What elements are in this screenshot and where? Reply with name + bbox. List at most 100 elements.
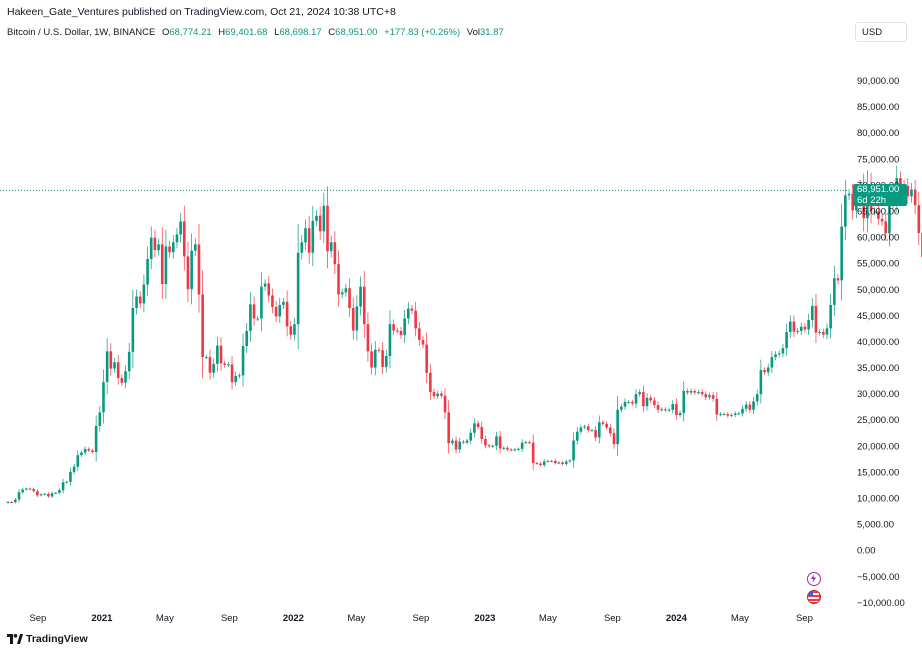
candle-body bbox=[168, 246, 171, 253]
candle bbox=[197, 223, 201, 313]
candle bbox=[542, 459, 546, 468]
candle-body bbox=[105, 351, 109, 383]
candle bbox=[675, 398, 678, 420]
currency-selector[interactable]: USD bbox=[855, 22, 907, 42]
candle bbox=[667, 407, 671, 413]
candle bbox=[755, 389, 759, 406]
candle-body bbox=[847, 193, 851, 196]
x-tick-label: 2024 bbox=[666, 613, 688, 624]
candle-body bbox=[620, 406, 623, 410]
tradingview-brand[interactable]: TradingView bbox=[7, 633, 88, 645]
candle bbox=[620, 403, 623, 413]
candle-body bbox=[304, 228, 307, 243]
candle-body bbox=[384, 356, 388, 368]
candle bbox=[355, 295, 359, 341]
candle-body bbox=[278, 304, 282, 317]
candle bbox=[777, 350, 781, 358]
candle bbox=[337, 250, 340, 307]
candle bbox=[803, 323, 807, 333]
candle bbox=[304, 219, 307, 251]
candle bbox=[61, 478, 65, 494]
candle-body bbox=[484, 439, 487, 446]
candle bbox=[711, 392, 715, 402]
candle bbox=[917, 191, 921, 246]
candle bbox=[579, 424, 583, 435]
ohlc-legend: Bitcoin / U.S. Dollar, 1W, BINANCE O68,7… bbox=[7, 27, 508, 38]
price-axis[interactable]: 90,000.0085,000.0080,000.0075,000.0070,0… bbox=[857, 76, 905, 609]
candle bbox=[583, 424, 586, 430]
candle bbox=[436, 390, 439, 399]
candle bbox=[138, 291, 142, 309]
candle-body bbox=[884, 221, 888, 234]
candle bbox=[32, 487, 36, 493]
candle-body bbox=[87, 448, 91, 451]
candle-body bbox=[880, 218, 884, 222]
candle bbox=[333, 231, 337, 275]
y-tick-label: 50,000.00 bbox=[857, 285, 899, 296]
candle-body bbox=[693, 391, 697, 393]
candle bbox=[39, 493, 43, 497]
candle-body bbox=[557, 462, 561, 464]
candle-body bbox=[454, 440, 458, 450]
candle-body bbox=[403, 318, 406, 336]
y-tick-label: 5,000.00 bbox=[857, 520, 894, 531]
candle-body bbox=[469, 432, 473, 441]
candle bbox=[645, 393, 649, 411]
y-tick-label: 25,000.00 bbox=[857, 415, 899, 426]
candles-layer bbox=[6, 165, 922, 504]
candle-body bbox=[465, 440, 469, 443]
y-tick-label: 85,000.00 bbox=[857, 102, 899, 113]
candle-body bbox=[432, 392, 436, 397]
time-axis[interactable]: Sep 2021 May Sep 2022 May Sep 2023 May Sep 2024 May… bbox=[29, 613, 812, 624]
candle bbox=[612, 428, 616, 449]
candle bbox=[384, 349, 388, 373]
candle-body bbox=[766, 367, 770, 373]
volume-value: 31.87 bbox=[479, 27, 504, 38]
candle-body bbox=[377, 349, 381, 351]
candle-body bbox=[542, 461, 546, 466]
candle-body bbox=[32, 489, 36, 492]
us-flag-icon[interactable] bbox=[807, 590, 821, 604]
candle-body bbox=[410, 308, 414, 311]
candle bbox=[403, 309, 406, 343]
candle bbox=[252, 296, 256, 326]
candle-body bbox=[524, 442, 528, 444]
symbol-label[interactable]: Bitcoin / U.S. Dollar, 1W, BINANCE bbox=[7, 27, 156, 38]
candle-body bbox=[300, 242, 304, 253]
flash-icon[interactable] bbox=[807, 572, 821, 586]
candle-body bbox=[888, 204, 891, 234]
candle-body bbox=[667, 409, 671, 411]
candle-body bbox=[252, 304, 256, 319]
candle-body bbox=[333, 242, 337, 265]
candle bbox=[476, 420, 480, 430]
candle-body bbox=[223, 363, 226, 365]
candle bbox=[142, 274, 146, 313]
candle-body bbox=[80, 452, 83, 456]
candle bbox=[17, 488, 21, 503]
candle bbox=[149, 226, 153, 270]
x-tick-label: May bbox=[539, 613, 557, 624]
candle bbox=[748, 401, 752, 414]
candle-body bbox=[774, 354, 777, 358]
candle-body bbox=[102, 382, 105, 413]
candle-body bbox=[421, 339, 425, 345]
candle bbox=[810, 298, 814, 328]
candle-body bbox=[678, 412, 682, 416]
x-tick-label: 2023 bbox=[474, 613, 495, 624]
candle bbox=[616, 396, 619, 457]
candle bbox=[759, 359, 763, 404]
candle bbox=[531, 434, 535, 471]
candle bbox=[256, 315, 260, 322]
candle bbox=[289, 320, 293, 340]
candle bbox=[72, 463, 76, 475]
candle-body bbox=[796, 331, 799, 332]
candle bbox=[682, 381, 686, 422]
candle bbox=[249, 292, 252, 342]
candle bbox=[102, 369, 105, 424]
candle-body bbox=[208, 357, 212, 373]
x-tick-label: May bbox=[347, 613, 365, 624]
candle bbox=[392, 319, 395, 335]
candle bbox=[271, 288, 274, 314]
candle-body bbox=[697, 392, 700, 394]
